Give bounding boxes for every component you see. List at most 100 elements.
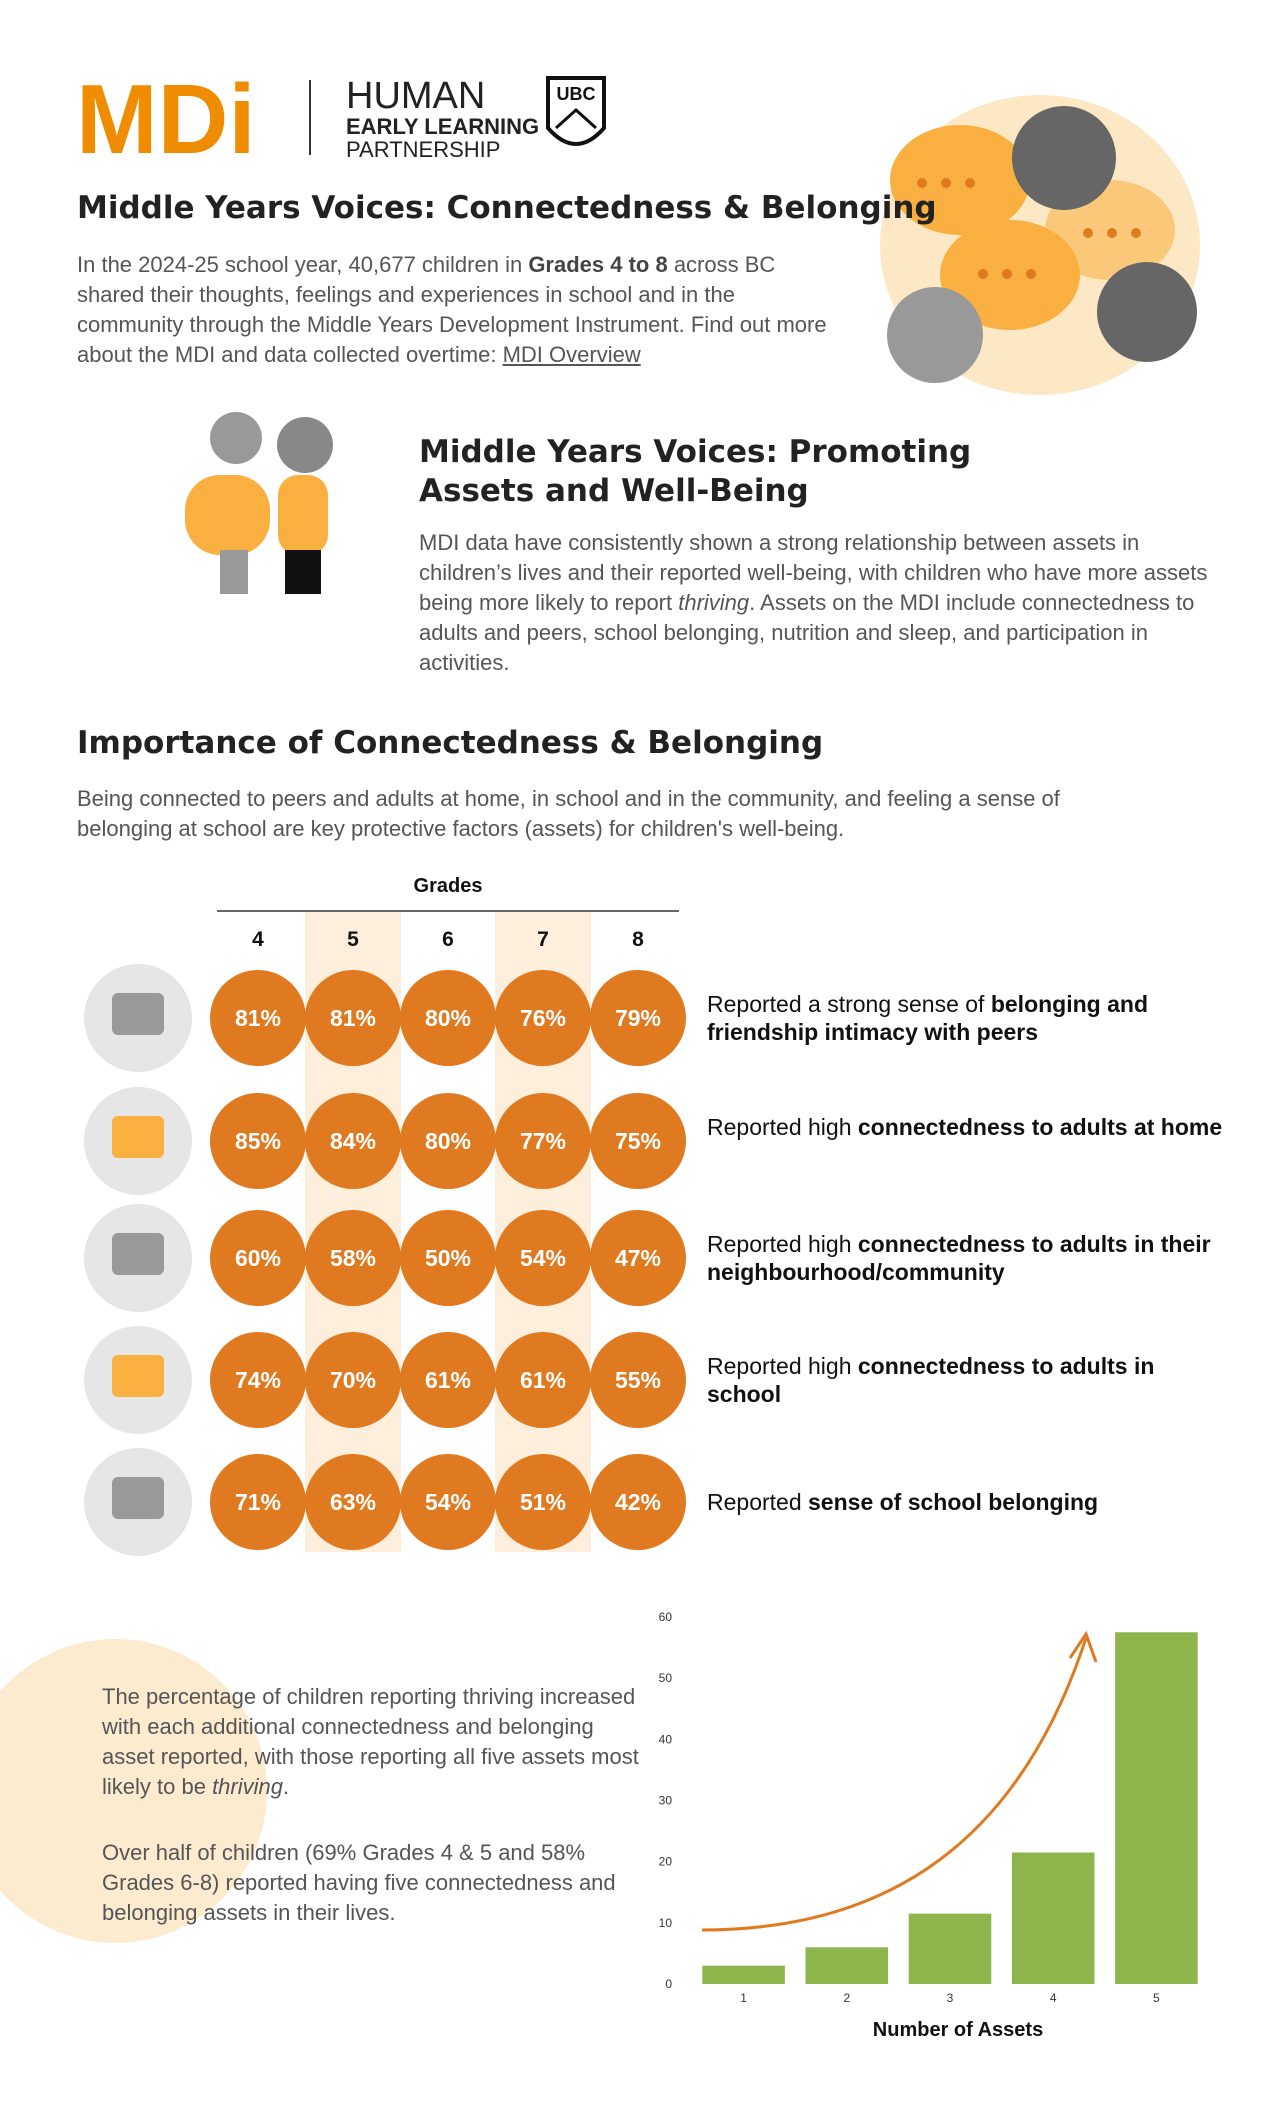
x-axis-title: Number of Assets [873, 2019, 1043, 2041]
value-circle [210, 1093, 306, 1189]
value-circle [305, 1093, 401, 1189]
x-tick-label: 3 [947, 1991, 954, 2005]
value-label: 81% [235, 1005, 281, 1031]
value-circle [305, 1210, 401, 1306]
value-circle [590, 1454, 686, 1550]
row-icon-detail [112, 993, 164, 1035]
y-tick-label: 40 [659, 1732, 673, 1746]
y-tick-label: 50 [659, 1671, 673, 1685]
kid-legs [220, 550, 248, 594]
value-label: 61% [425, 1367, 471, 1393]
value-label: 61% [520, 1367, 566, 1393]
y-tick-label: 20 [659, 1855, 673, 1869]
kid-head [210, 412, 262, 464]
value-label: 58% [330, 1245, 376, 1271]
face [887, 287, 983, 383]
value-label: 54% [425, 1489, 471, 1515]
value-circle [400, 1093, 496, 1189]
y-tick-label: 30 [659, 1794, 673, 1808]
y-tick-label: 10 [659, 1916, 673, 1930]
label-bold: connectedness to adults in their neighbo… [707, 1231, 1211, 1285]
label-bold: belonging and friendship intimacy with p… [707, 991, 1148, 1045]
value-circle [400, 1454, 496, 1550]
y-tick-label: 0 [665, 1977, 672, 1991]
label-bold: connectedness to adults in school [707, 1353, 1155, 1407]
value-circle [495, 1093, 591, 1189]
kid-legs [285, 550, 321, 594]
value-label: 76% [520, 1005, 566, 1031]
bar [702, 1965, 785, 1984]
intro-title: Middle Years Voices: Connectedness & Bel… [77, 190, 937, 226]
blob [0, 1639, 267, 1943]
bar [805, 1947, 889, 1984]
value-circle [210, 1332, 306, 1428]
thriving-p2: Over half of children (69% Grades 4 & 5 … [102, 1840, 616, 1925]
row-label: Reported a strong sense of belonging and… [707, 990, 1227, 1046]
value-label: 79% [615, 1005, 661, 1031]
value-label: 70% [330, 1367, 376, 1393]
kid-body [278, 475, 328, 555]
partner-line: PARTNERSHIP [346, 137, 500, 162]
value-label: 80% [425, 1128, 471, 1154]
value-circle [590, 1210, 686, 1306]
value-label: 71% [235, 1489, 281, 1515]
importance-text: Being connected to peers and adults at h… [77, 786, 1060, 841]
value-circle [210, 1210, 306, 1306]
link[interactable]: MDI Overview [502, 342, 641, 367]
text: . Assets on the MDI include connectednes… [419, 590, 1195, 675]
row-icon-detail [112, 1477, 164, 1519]
bar [1011, 1852, 1095, 1984]
grade-label: 6 [442, 928, 454, 951]
x-tick-label: 5 [1153, 1991, 1160, 2005]
text: . [282, 1774, 290, 1799]
value-label: 81% [330, 1005, 376, 1031]
intro-text: In the 2024-25 school year, 40,677 child… [77, 250, 837, 370]
value-circle [210, 1454, 306, 1550]
kid-body [185, 475, 270, 555]
dots [917, 178, 1141, 279]
grades-table: Grades 4 5 6 7 8 81% 81% 80% 76% 79% 85% 84% 80% 77% 7… [84, 875, 686, 1556]
row-label: Reported sense of school belonging [707, 1488, 1227, 1516]
grade-label: 8 [632, 928, 644, 951]
label-text: Reported a strong sense of [707, 991, 991, 1017]
bubble [890, 125, 1030, 235]
partner-line: HUMAN [346, 75, 485, 117]
label-bold: sense of school belonging [808, 1489, 1099, 1515]
value-circle [495, 1210, 591, 1306]
text-bold: Grades 4 to 8 [528, 252, 668, 277]
text: In the 2024-25 school year, 40,677 child… [77, 252, 529, 277]
value-label: 80% [425, 1005, 471, 1031]
value-label: 75% [615, 1128, 661, 1154]
value-label: 42% [615, 1489, 661, 1515]
value-label: 85% [235, 1128, 281, 1154]
value-circle [210, 970, 306, 1066]
label-bold: connectedness to adults at home [857, 1114, 1223, 1140]
value-circle [495, 970, 591, 1066]
bg-blob [0, 1639, 267, 1943]
header-art: MDi HUMAN EARLY LEARNING PARTNERSHIP UBC [76, 64, 1200, 395]
logo: MDi [76, 64, 256, 174]
value-label: 84% [330, 1128, 376, 1154]
value-circle [305, 970, 401, 1066]
value-label: 60% [235, 1245, 281, 1271]
label-text: Reported high [707, 1353, 858, 1379]
row-icon-detail [112, 1355, 164, 1397]
arrow-head [1068, 1630, 1098, 1663]
face [1097, 262, 1197, 362]
label-text: Reported [707, 1489, 809, 1515]
label-text: Reported high [707, 1231, 858, 1257]
ubc-mark [554, 107, 598, 130]
x-tick-label: 2 [843, 1991, 850, 2005]
text-italic: thriving [212, 1774, 283, 1799]
partner-line: EARLY LEARNING [346, 114, 539, 139]
grade-label: 7 [537, 928, 549, 951]
thriving-p1: The percentage of children reporting thr… [102, 1682, 642, 1802]
bar-chart: Number of Assets 0 10 20 30 40 50 60 1 2 3 4 5 [659, 1610, 1198, 2041]
value-circle [495, 1454, 591, 1550]
text-italic: thriving [678, 590, 750, 615]
text: The percentage of children reporting thr… [102, 1684, 639, 1799]
x-tick-label: 1 [740, 1991, 747, 2005]
row-label: Reported high connectedness to adults in… [707, 1230, 1227, 1286]
value-circle [590, 970, 686, 1066]
